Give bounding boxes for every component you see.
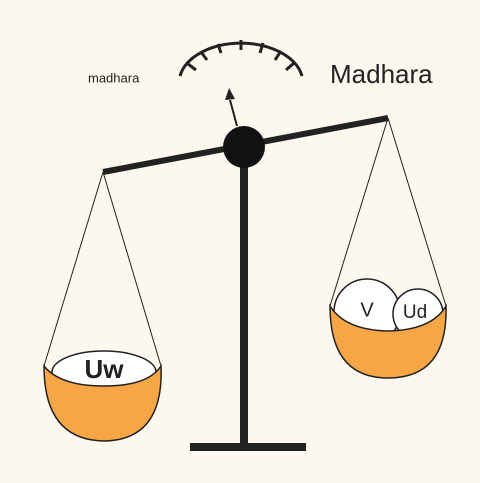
gauge-right-label: Madhara [330, 59, 433, 89]
page: madhara Madhara Uw V Ud (() => { const d… [0, 0, 480, 483]
pivot [223, 126, 265, 168]
item-label: Uw [85, 354, 125, 384]
item-label: Ud [403, 302, 427, 323]
gauge-left-label: madhara [88, 70, 140, 85]
scale-diagram: madhara Madhara Uw V Ud [0, 0, 480, 483]
item-label: V [360, 299, 374, 321]
